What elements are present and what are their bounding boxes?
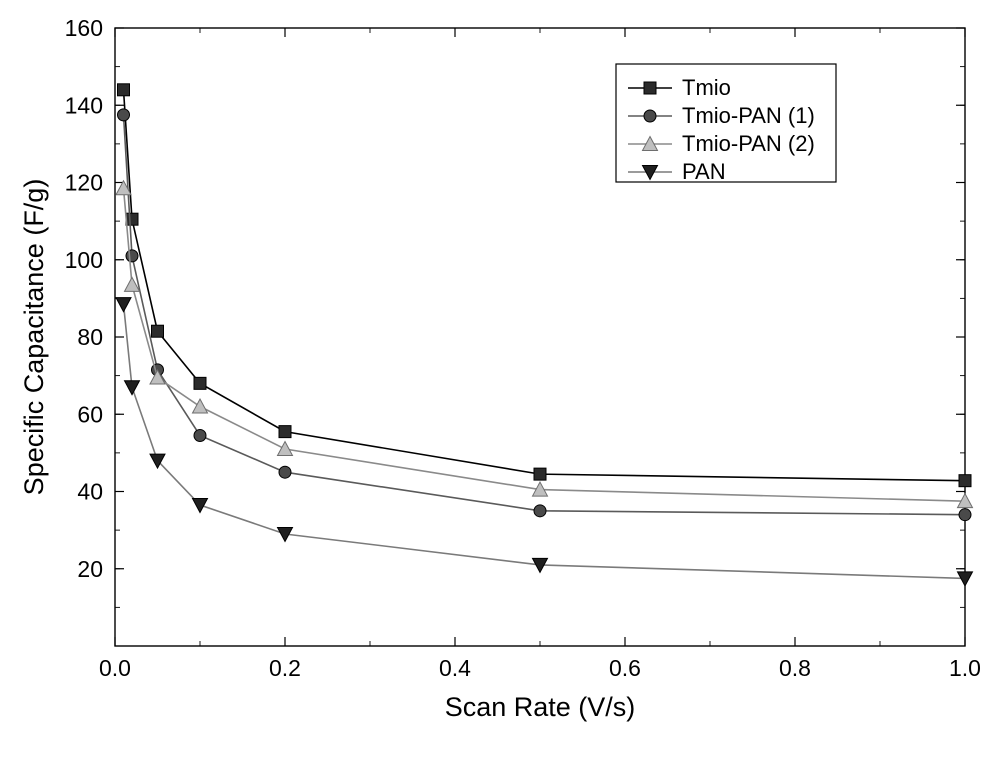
series-line xyxy=(124,188,966,501)
marker-square xyxy=(118,84,130,96)
y-tick-label: 100 xyxy=(65,247,103,273)
marker-circle xyxy=(644,110,656,122)
marker-square xyxy=(534,468,546,480)
legend-label: PAN xyxy=(682,159,726,184)
marker-square xyxy=(126,213,138,225)
marker-circle xyxy=(279,466,291,478)
legend-label: Tmio-PAN (2) xyxy=(682,131,815,156)
y-tick-label: 20 xyxy=(77,556,103,582)
marker-circle xyxy=(118,109,130,121)
marker-triangle-up xyxy=(193,399,208,413)
x-axis-title: Scan Rate (V/s) xyxy=(445,692,636,722)
series-line xyxy=(124,304,966,578)
marker-square xyxy=(959,475,971,487)
chart-container: 0.0 0.2 0.4 0.6 0.8 1.0 20 40 60 80 100 120 140 160 Sc… xyxy=(0,0,1000,767)
marker-circle xyxy=(194,429,206,441)
marker-circle xyxy=(126,250,138,262)
chart-svg: 0.0 0.2 0.4 0.6 0.8 1.0 20 40 60 80 100 120 140 160 Sc… xyxy=(0,0,1000,767)
x-tick-label: 0.8 xyxy=(779,655,811,681)
series-tmio xyxy=(118,84,972,487)
marker-square xyxy=(194,377,206,389)
marker-triangle-up xyxy=(278,442,293,456)
x-tick-label: 0.4 xyxy=(439,655,471,681)
x-tick-label: 1.0 xyxy=(949,655,981,681)
series-line xyxy=(124,90,966,481)
y-tick-label: 120 xyxy=(65,170,103,196)
legend-label: Tmio xyxy=(682,75,731,100)
marker-circle xyxy=(959,509,971,521)
series-line xyxy=(124,115,966,515)
legend: Tmio Tmio-PAN (1) Tmio-PAN (2) PAN xyxy=(616,64,836,184)
series-group xyxy=(116,84,973,586)
x-tick-label: 0.2 xyxy=(269,655,301,681)
marker-triangle-down xyxy=(116,298,131,312)
y-tick-label: 140 xyxy=(65,92,103,118)
legend-label: Tmio-PAN (1) xyxy=(682,103,815,128)
marker-circle xyxy=(534,505,546,517)
y-tick-label: 80 xyxy=(77,324,103,350)
x-tick-label: 0.0 xyxy=(99,655,131,681)
y-axis-title: Specific Capacitance (F/g) xyxy=(19,179,49,496)
series-tmio-pan-2- xyxy=(116,181,973,508)
x-tick-label: 0.6 xyxy=(609,655,641,681)
y-tick-label: 60 xyxy=(77,401,103,427)
series-pan xyxy=(116,298,973,586)
marker-square xyxy=(644,82,656,94)
marker-square xyxy=(152,325,164,337)
series-tmio-pan-1- xyxy=(118,109,972,521)
y-tick-label: 160 xyxy=(65,15,103,41)
marker-square xyxy=(279,426,291,438)
marker-triangle-down xyxy=(125,381,140,395)
marker-triangle-down xyxy=(193,499,208,513)
y-tick-label: 40 xyxy=(77,479,103,505)
plot-frame xyxy=(115,28,965,646)
